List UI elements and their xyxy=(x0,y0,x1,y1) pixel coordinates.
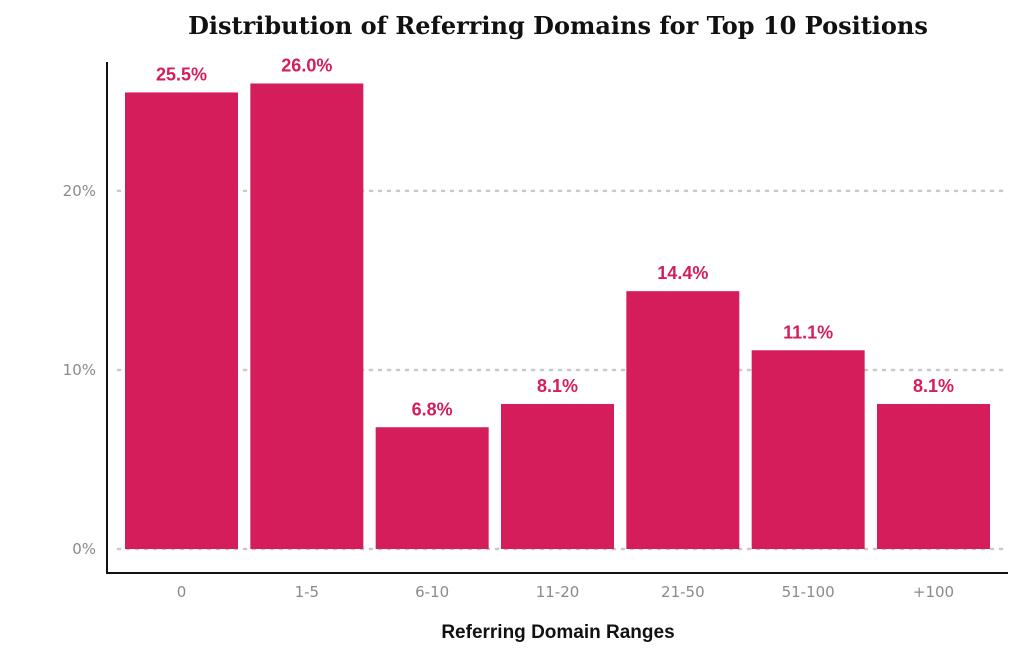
data-label: 6.8% xyxy=(412,399,453,419)
data-label: 26.0% xyxy=(281,55,332,75)
x-axis-ticks: 0 1-5 6-10 11-20 21-50 51-100 +100 xyxy=(177,583,954,601)
bar xyxy=(626,291,740,549)
x-axis-label: Referring Domain Ranges xyxy=(441,622,674,643)
y-tick-label: 20% xyxy=(63,182,96,200)
x-tick-label: 51-100 xyxy=(782,583,835,601)
y-axis-ticks: 0% 10% 20% xyxy=(63,182,96,558)
bar xyxy=(877,403,990,549)
bar xyxy=(250,83,364,549)
data-label: 8.1% xyxy=(537,376,578,396)
bar xyxy=(125,92,238,549)
y-tick-label: 10% xyxy=(63,361,96,379)
bar xyxy=(501,403,614,549)
x-tick-label: 11-20 xyxy=(536,583,580,601)
chart-title: Distribution of Referring Domains for To… xyxy=(188,11,928,40)
data-label: 11.1% xyxy=(783,322,833,342)
data-label: 14.4% xyxy=(657,263,708,283)
data-label: 25.5% xyxy=(156,64,207,84)
bars xyxy=(125,83,990,549)
bar xyxy=(751,350,865,549)
data-label: 8.1% xyxy=(913,376,954,396)
y-tick-label: 0% xyxy=(72,540,96,558)
x-tick-label: 21-50 xyxy=(661,583,705,601)
x-tick-label: 1-5 xyxy=(295,583,320,601)
bar xyxy=(375,427,489,549)
x-tick-label: 6-10 xyxy=(415,583,449,601)
x-tick-label: +100 xyxy=(913,583,954,601)
x-tick-label: 0 xyxy=(177,583,187,601)
data-labels: 25.5% 26.0% 6.8% 8.1% 14.4% 11.1% 8.1% xyxy=(156,55,954,419)
